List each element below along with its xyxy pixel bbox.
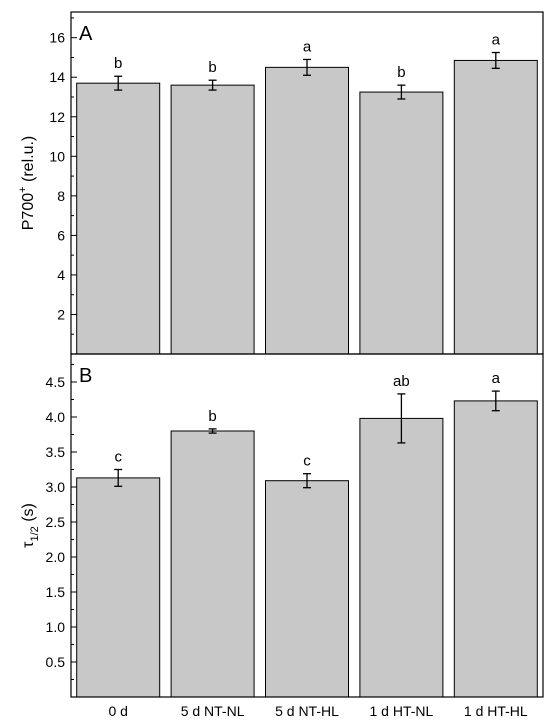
error-bar (208, 428, 217, 434)
significance-label: a (492, 32, 501, 49)
y-tick-label: 14 (49, 69, 65, 85)
error-bar (491, 51, 500, 69)
bar (453, 59, 538, 355)
plot-frame (70, 353, 544, 698)
x-category-label: 5 d NT-HL (275, 703, 339, 719)
x-category-label: 0 d (108, 703, 127, 719)
error-bar (208, 79, 217, 91)
x-axis-labels: 0 d 5 d NT-NL 5 d NT-HL 1 d HT-NL 1 d HT-HL (108, 703, 527, 719)
error-bar (114, 468, 123, 487)
panel-letter: A (79, 23, 93, 45)
error-bar (303, 58, 311, 76)
bar (76, 82, 161, 355)
panel-a: b b a b a 2 4 6 8 10 12 14 16 A P700+ (rel.u.) (17, 11, 544, 355)
x-category-label: 1 d HT-NL (369, 703, 433, 719)
error-bar (114, 75, 123, 91)
bar (265, 66, 349, 355)
y-tick-label: 3.5 (46, 444, 66, 460)
y-axis-title: P700+ (rel.u.) (17, 136, 37, 230)
significance-label: c (114, 449, 122, 466)
significance-label: c (303, 453, 311, 470)
significance-label: a (303, 38, 312, 55)
y-tick-label: 2.5 (46, 514, 66, 530)
y-tick-label: 2 (57, 306, 65, 322)
y-tick-label: 1.5 (46, 584, 66, 600)
y-tick-label: 4.0 (46, 409, 66, 425)
error-bar (303, 473, 311, 489)
bar (170, 430, 255, 698)
error-bar (491, 390, 500, 412)
y-tick-label: 0.5 (46, 654, 66, 670)
significance-label: b (208, 408, 216, 425)
error-bar (397, 393, 406, 444)
bar (265, 480, 349, 698)
x-category-label: 1 d HT-HL (464, 703, 528, 719)
significance-label: a (492, 370, 501, 387)
y-tick-label: 8 (57, 188, 65, 204)
x-category-label: 5 d NT-NL (181, 703, 245, 719)
bar (453, 400, 538, 698)
y-tick-label: 3.0 (46, 479, 66, 495)
error-bar (397, 84, 406, 100)
significance-label: b (397, 64, 405, 81)
panel-b: c b c ab a 0.5 1.0 1.5 2.0 2.5 3.0 3.5 4.0 4.5 Bτ1/2 (… (20, 353, 544, 698)
significance-label: ab (393, 373, 410, 390)
significance-label: b (208, 59, 216, 76)
panel-letter: B (79, 365, 92, 387)
y-tick-label: 10 (49, 148, 65, 164)
y-tick-label: 2.0 (46, 549, 66, 565)
y-tick-label: 12 (49, 109, 65, 125)
significance-label: b (114, 55, 122, 72)
bar (359, 91, 444, 355)
bar (170, 84, 255, 355)
y-tick-label: 1.0 (46, 619, 66, 635)
bar (76, 477, 161, 698)
bar (359, 417, 444, 698)
y-axis-title: τ1/2 (s) (20, 503, 41, 548)
y-tick-label: 16 (49, 30, 65, 46)
y-tick-label: 6 (57, 227, 65, 243)
y-tick-label: 4.5 (46, 374, 66, 390)
y-tick-label: 4 (57, 267, 65, 283)
